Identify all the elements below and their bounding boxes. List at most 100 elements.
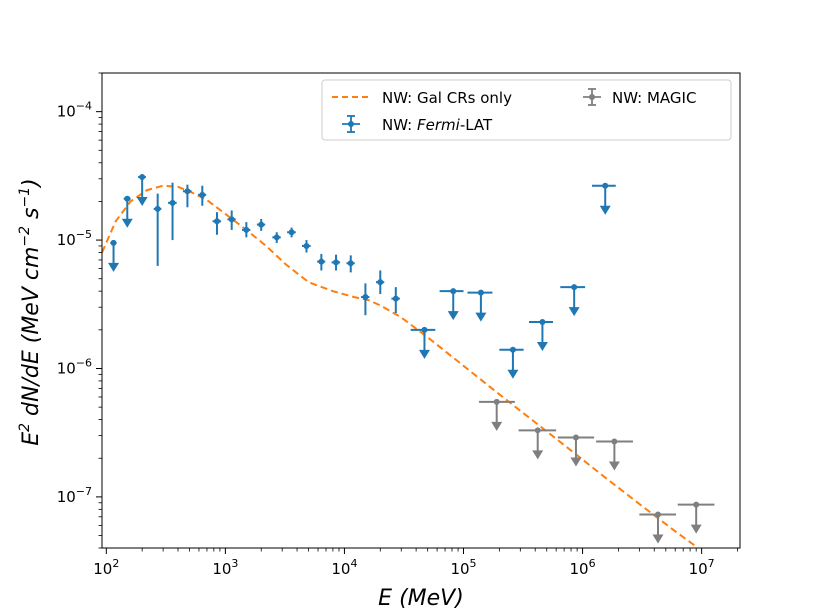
legend-magic-marker <box>583 88 601 106</box>
fermi-point <box>375 270 385 295</box>
magic-point <box>479 398 515 431</box>
fermi-marker <box>154 205 161 212</box>
fermi-point <box>410 326 436 359</box>
legend-item-model: NW: Gal CRs only <box>332 89 512 107</box>
y-axis-title: E2 dN/dE (MeV cm−2 s−1) <box>17 178 44 446</box>
fermi-point <box>331 254 341 271</box>
fermi-marker <box>243 226 250 233</box>
fermi-point <box>467 289 493 322</box>
magic-marker <box>493 398 500 405</box>
fermi-point <box>121 195 133 228</box>
magic-point <box>639 511 677 544</box>
fermi-marker <box>377 279 384 286</box>
fermi-ul-arrowhead <box>536 342 548 352</box>
fermi-point <box>256 218 266 231</box>
fermi-marker <box>169 199 176 206</box>
fermi-marker <box>199 191 206 198</box>
fermi-ul-arrowhead <box>507 369 519 379</box>
fermi-marker <box>273 234 280 241</box>
legend-item-fermi: NW: Fermi-LAT <box>342 115 493 134</box>
fermi-ul-arrowhead <box>599 205 611 215</box>
fermi-point <box>301 240 311 253</box>
fermi-marker <box>347 260 354 267</box>
fermi-marker <box>392 295 399 302</box>
magic-ul-arrowhead <box>532 450 544 460</box>
y-tick-label: 10−5 <box>57 228 92 249</box>
fermi-marker <box>258 221 265 228</box>
axes-ticks: 102 103 104 105 106 107 10−7 10−6 10−5 10−4 <box>57 72 738 578</box>
fermi-ul-arrowhead <box>568 307 580 317</box>
x-tick-label: 105 <box>450 557 476 578</box>
fermi-point <box>529 319 554 352</box>
fermi-marker <box>421 326 428 333</box>
fermi-point <box>136 173 148 206</box>
fermi-point <box>346 255 355 273</box>
model-curve-gal-crs <box>102 184 697 548</box>
magic-point <box>518 427 557 460</box>
y-tick-label: 10−7 <box>57 485 92 506</box>
fermi-point <box>108 239 120 272</box>
fermi-point <box>499 346 524 379</box>
fermi-point <box>361 283 370 316</box>
fermi-marker <box>110 239 117 246</box>
fermi-point <box>391 287 400 314</box>
fermi-marker <box>509 346 516 353</box>
fermi-marker <box>303 242 310 249</box>
magic-marker <box>534 427 541 434</box>
magic-ul-arrowhead <box>652 534 664 544</box>
fermi-point <box>317 253 326 271</box>
fermi-point <box>242 222 251 238</box>
x-tick-label: 103 <box>212 557 238 578</box>
fermi-marker <box>602 182 609 189</box>
fermi-point <box>198 185 207 206</box>
x-tick-label: 104 <box>331 557 357 578</box>
x-tick-label: 107 <box>689 557 715 578</box>
fermi-point <box>287 227 296 238</box>
fermi-point <box>212 212 222 235</box>
fermi-point <box>439 288 464 321</box>
legend-fermi-marker <box>342 115 360 133</box>
legend-item-magic: NW: MAGIC <box>583 88 696 107</box>
fermi-ul-arrowhead <box>447 311 459 321</box>
fermi-marker <box>362 294 369 301</box>
fermi-point <box>591 182 616 215</box>
plot-frame <box>101 72 741 549</box>
magic-point <box>557 434 595 467</box>
fermi-ul-arrowhead <box>475 312 487 322</box>
fermi-marker <box>539 319 546 326</box>
fermi-ul-arrowhead <box>136 196 148 206</box>
fermi-point <box>560 284 586 317</box>
fermi-marker <box>213 218 220 225</box>
magic-point <box>596 438 633 471</box>
fermi-marker <box>450 288 457 295</box>
fermi-marker <box>333 259 340 266</box>
fermi-point <box>272 232 281 243</box>
fermi-marker <box>571 284 578 291</box>
x-tick-label: 102 <box>93 557 119 578</box>
fermi-marker <box>139 173 146 180</box>
magic-ul-arrowhead <box>690 524 702 534</box>
x-tick-label: 106 <box>570 557 596 578</box>
x-axis-title: E (MeV) <box>378 586 464 611</box>
fermi-marker <box>184 188 191 195</box>
fermi-marker <box>318 258 325 265</box>
legend: NW: Gal CRs only NW: Fermi-LAT NW: MAGIC <box>321 79 732 141</box>
fermi-point <box>227 210 236 230</box>
fermi-point <box>153 193 162 266</box>
magic-point <box>677 501 715 534</box>
fermi-marker <box>228 216 235 223</box>
legend-fermi-label: NW: Fermi-LAT <box>382 116 493 134</box>
fermi-ul-arrowhead <box>108 262 120 272</box>
magic-marker <box>572 434 579 441</box>
y-tick-label: 10−4 <box>57 100 92 121</box>
fermi-marker <box>124 195 131 202</box>
fermi-point <box>182 184 192 208</box>
legend-model-label: NW: Gal CRs only <box>382 89 512 107</box>
fermi-ul-arrowhead <box>418 349 430 359</box>
legend-magic-label: NW: MAGIC <box>612 89 696 107</box>
fermi-point <box>168 182 177 241</box>
fermi-ul-arrowhead <box>121 218 133 228</box>
y-tick-label: 10−6 <box>57 356 92 377</box>
magic-marker <box>611 438 618 445</box>
